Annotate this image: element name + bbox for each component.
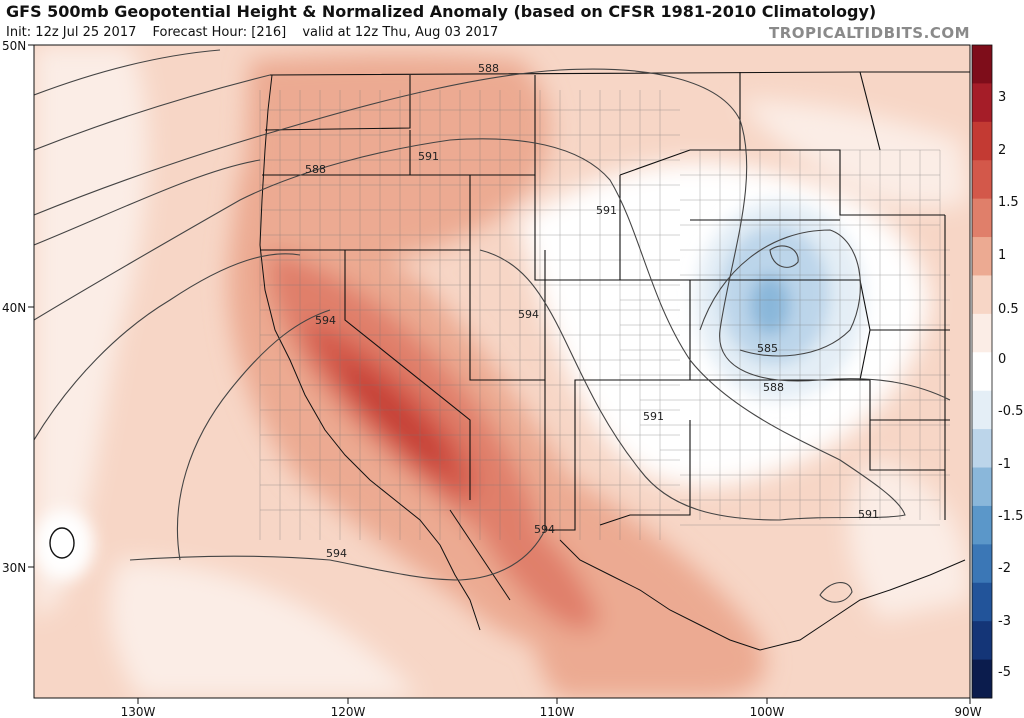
colorbar-swatch bbox=[972, 659, 992, 699]
colorbar-label: -1.5 bbox=[998, 509, 1023, 524]
init-time: Init: 12z Jul 25 2017 bbox=[6, 25, 137, 40]
colorbar-swatch bbox=[972, 313, 992, 353]
colorbar-swatch bbox=[972, 621, 992, 661]
contour-label: 594 bbox=[534, 523, 555, 536]
contour-label: 588 bbox=[478, 62, 499, 75]
colorbar-label: -5 bbox=[998, 665, 1011, 680]
contour-labels: 588 591 588 591 594 594 591 585 588 591 … bbox=[305, 62, 879, 560]
colorbar-swatch bbox=[972, 198, 992, 238]
coastlines bbox=[259, 74, 966, 651]
contour-label: 591 bbox=[418, 150, 439, 163]
contour-label: 585 bbox=[757, 342, 778, 355]
contour-label: 588 bbox=[305, 163, 326, 176]
colorbar-label: 1 bbox=[998, 248, 1006, 263]
colorbar-swatch bbox=[972, 467, 992, 507]
lon-label: 130W bbox=[121, 705, 156, 718]
latitude-labels: 50N 40N 30N bbox=[2, 39, 26, 575]
colorbar-label: -0.5 bbox=[998, 404, 1023, 419]
colorbar-swatch bbox=[972, 429, 992, 469]
contour-label: 588 bbox=[763, 381, 784, 394]
contour-label: 591 bbox=[858, 508, 879, 521]
map-frame bbox=[33, 44, 971, 699]
colorbar-swatch bbox=[972, 582, 992, 622]
watermark-logo: TROPICALTIDBITS.COM bbox=[769, 24, 970, 42]
colorbar-swatch bbox=[972, 160, 992, 200]
longitude-labels: 130W 120W 110W 100W 90W bbox=[121, 705, 982, 718]
colorbar-label: 0.5 bbox=[998, 302, 1019, 317]
colorbar-labels: 3 2 1.5 1 0.5 0 -0.5 -1 -1.5 -2 -3 -5 bbox=[998, 90, 1023, 680]
colorbar-label: 3 bbox=[998, 90, 1006, 105]
lat-label: 50N bbox=[2, 39, 26, 53]
colorbar-swatch bbox=[972, 544, 992, 584]
contour-label: 591 bbox=[643, 410, 664, 423]
colorbar-swatch bbox=[972, 45, 992, 84]
colorbar-label: -3 bbox=[998, 614, 1011, 629]
colorbar-swatch bbox=[972, 121, 992, 161]
map-panel: 588 591 588 591 594 594 591 585 588 591 … bbox=[34, 45, 970, 698]
colorbar-swatch bbox=[972, 237, 992, 276]
run-info: Init: 12z Jul 25 2017 Forecast Hour: [21… bbox=[6, 25, 510, 40]
colorbar-frame bbox=[971, 44, 993, 699]
contour-label: 594 bbox=[518, 308, 539, 321]
colorbar-swatch bbox=[972, 505, 992, 545]
contour-label: 594 bbox=[326, 547, 347, 560]
axis-ticks bbox=[28, 44, 971, 704]
chart-title: GFS 500mb Geopotential Height & Normaliz… bbox=[6, 2, 877, 21]
colorbar-label: -1 bbox=[998, 457, 1011, 472]
lon-label: 120W bbox=[331, 705, 366, 718]
lon-label: 110W bbox=[540, 705, 575, 718]
lat-label: 40N bbox=[2, 301, 26, 315]
colorbar-label: 2 bbox=[998, 143, 1006, 158]
colorbar-label: 1.5 bbox=[998, 195, 1019, 210]
valid-time: valid at 12z Thu, Aug 03 2017 bbox=[302, 25, 499, 40]
colorbar-swatch bbox=[972, 275, 992, 315]
contour-label: 591 bbox=[596, 204, 617, 217]
lon-label: 100W bbox=[750, 705, 785, 718]
colorbar-swatch bbox=[972, 83, 992, 123]
contour-label: 594 bbox=[315, 314, 336, 327]
forecast-hour: Forecast Hour: [216] bbox=[152, 25, 287, 40]
high-center-contour bbox=[49, 527, 75, 559]
colorbar-label: 0 bbox=[998, 352, 1006, 367]
lat-label: 30N bbox=[2, 561, 26, 575]
height-contours bbox=[34, 49, 951, 603]
colorbar bbox=[972, 45, 992, 699]
colorbar-swatch bbox=[972, 390, 992, 430]
pacific-high bbox=[34, 510, 94, 580]
colorbar-label: -2 bbox=[998, 561, 1011, 576]
colorbar-swatch bbox=[972, 352, 992, 392]
lon-label: 90W bbox=[954, 705, 981, 718]
